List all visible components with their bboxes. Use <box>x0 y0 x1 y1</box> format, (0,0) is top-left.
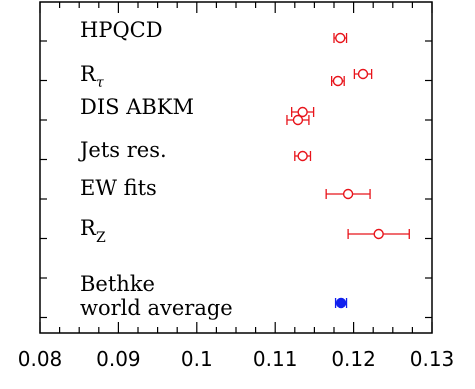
label-r-tau: R <box>80 62 97 86</box>
label-dis-abkm: DIS ABKM <box>80 95 194 119</box>
data-point <box>333 32 348 44</box>
label-bethke: Bethke <box>80 272 155 296</box>
marker <box>342 188 354 200</box>
marker <box>357 68 369 80</box>
label-hpqcd: HPQCD <box>80 18 163 42</box>
marker <box>332 75 344 87</box>
x-tick-label: 0.08 <box>18 347 63 371</box>
x-tick-label: 0.1 <box>181 347 213 371</box>
label-r-tau-subscript: τ <box>96 75 104 91</box>
x-tick-label: 0.12 <box>331 347 376 371</box>
marker <box>335 297 347 309</box>
marker <box>335 32 346 44</box>
marker <box>297 106 308 118</box>
marker <box>297 150 308 162</box>
data-points <box>286 32 410 309</box>
marker <box>373 228 384 240</box>
data-point <box>330 75 345 87</box>
x-tick-label: 0.09 <box>96 347 141 371</box>
data-point <box>347 228 410 240</box>
label-world-average: world average <box>80 296 233 320</box>
axis-ticks <box>39 2 433 333</box>
marker <box>292 114 304 126</box>
label-r-z: R <box>80 216 97 240</box>
label-r-z-subscript: Z <box>96 230 106 246</box>
data-point <box>294 150 312 162</box>
x-tick-label: 0.11 <box>253 347 298 371</box>
x-tick-labels: 0.08 0.09 0.1 0.11 0.12 0.13 <box>18 347 455 371</box>
data-point <box>353 68 373 80</box>
data-point <box>325 188 371 200</box>
label-ew-fits: EW fits <box>80 176 157 200</box>
data-point <box>291 106 315 118</box>
data-point <box>334 297 348 309</box>
data-point <box>286 114 310 126</box>
label-jets-res: Jets res. <box>78 138 167 162</box>
x-tick-label: 0.13 <box>410 347 455 371</box>
